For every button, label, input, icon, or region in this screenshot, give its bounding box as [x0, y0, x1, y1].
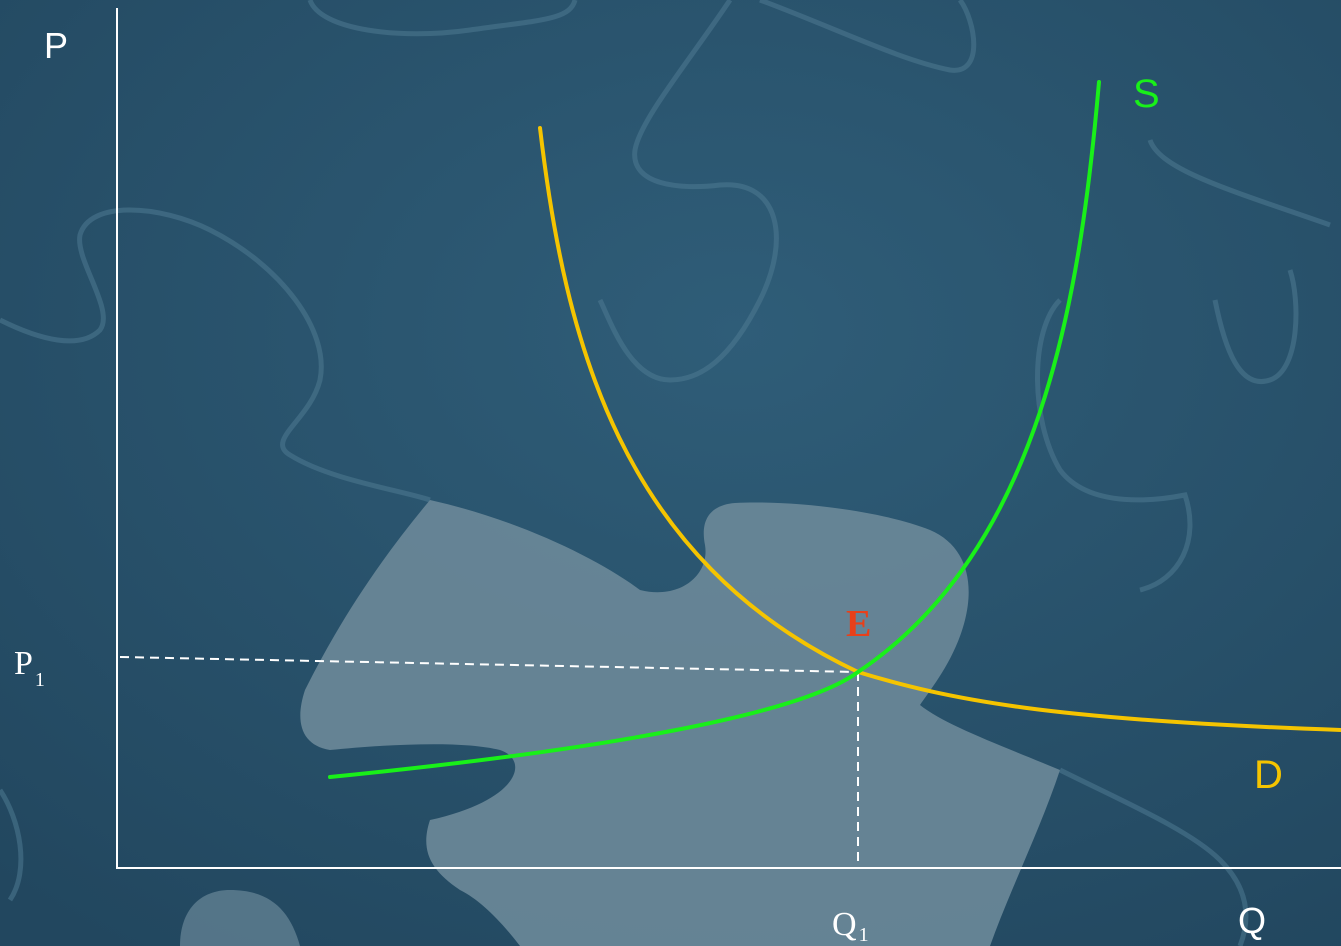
y-axis-label: P: [44, 25, 68, 66]
quantity-label-sub: 1: [859, 924, 869, 946]
price-label-sub: 1: [35, 669, 45, 691]
equilibrium-label: E: [846, 603, 871, 645]
quantity-label-base: Q: [832, 906, 857, 943]
price-guide-line: [119, 656, 859, 673]
supply-label: S: [1133, 72, 1160, 116]
x-axis-label: Q: [1238, 900, 1266, 941]
puzzle-piece-bottom: [180, 890, 300, 946]
supply-curve: [328, 80, 1101, 779]
price-label-base: P: [14, 645, 33, 682]
demand-curve: [538, 126, 1341, 732]
demand-label: D: [1254, 753, 1283, 797]
puzzle-piece-light: [300, 500, 1060, 946]
